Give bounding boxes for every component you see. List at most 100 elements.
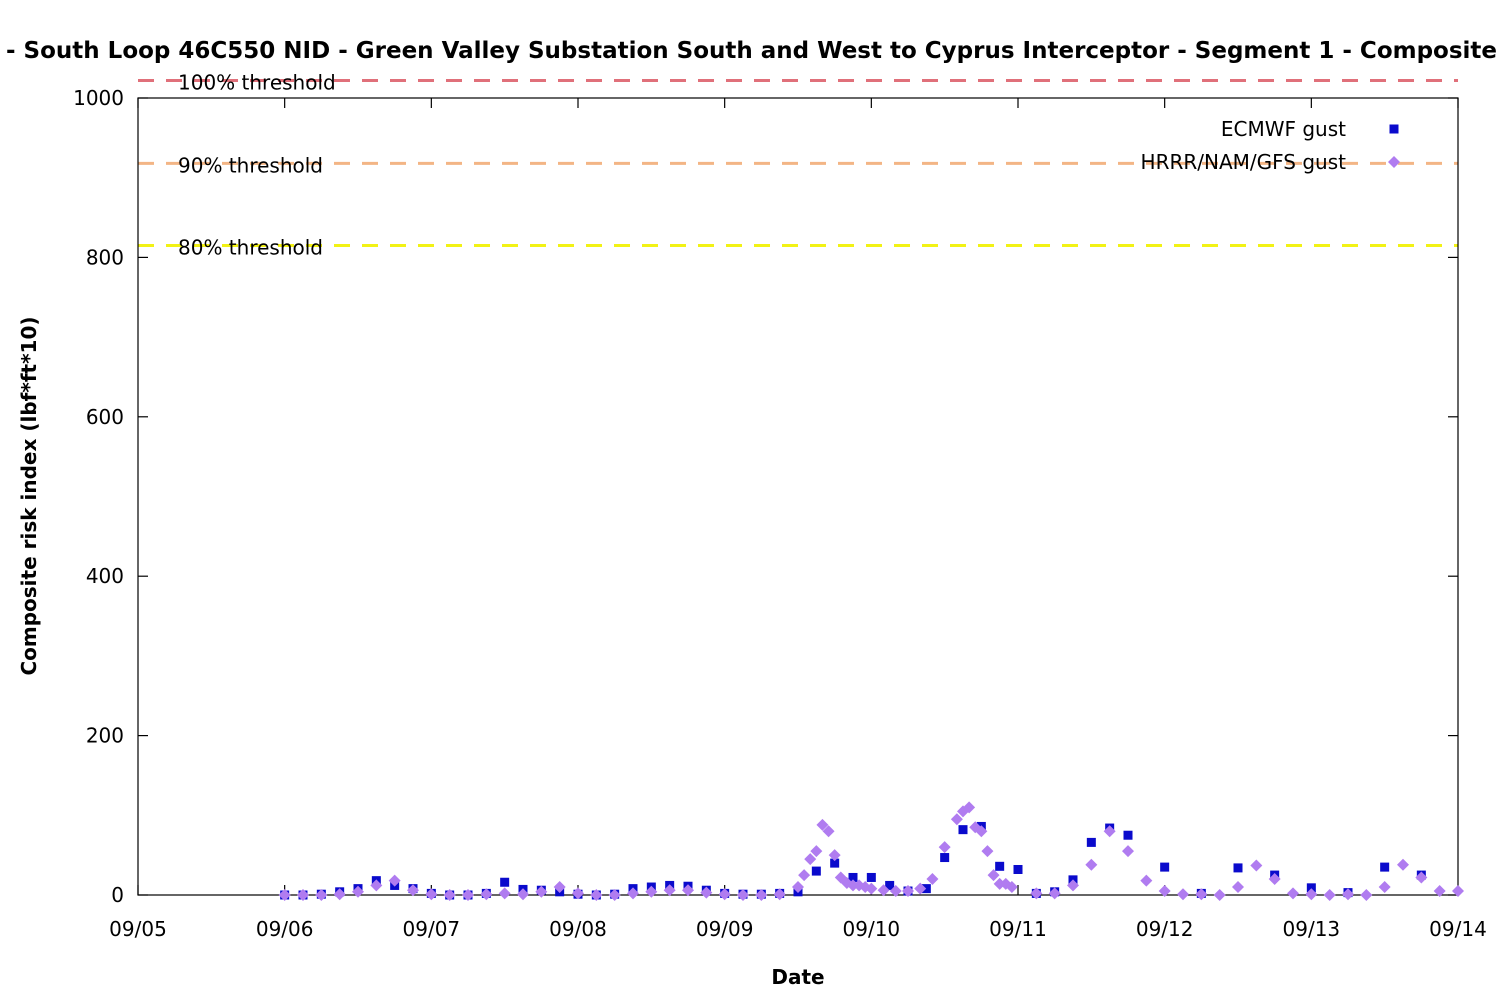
data-point bbox=[1177, 888, 1189, 901]
threshold-label: 100% threshold bbox=[178, 70, 336, 94]
legend-label: HRRR/NAM/GFS gust bbox=[1141, 150, 1347, 174]
data-point bbox=[608, 889, 621, 901]
data-point bbox=[1250, 859, 1263, 872]
data-point bbox=[480, 888, 493, 901]
data-point bbox=[1103, 825, 1116, 838]
threshold-layer: 100% threshold 90% threshold 80% threshold bbox=[138, 70, 1458, 259]
data-point bbox=[1415, 871, 1428, 884]
data-point bbox=[1086, 837, 1096, 847]
data-point bbox=[1160, 862, 1170, 872]
data-point bbox=[1305, 888, 1318, 901]
x-tick-label: 09/07 bbox=[403, 917, 461, 941]
x-tick-label: 09/13 bbox=[1283, 917, 1341, 941]
x-axis-label: Date bbox=[771, 965, 824, 989]
data-point bbox=[278, 889, 291, 901]
data-point bbox=[792, 881, 804, 894]
data-point bbox=[885, 880, 895, 890]
legend: ECMWF gust HRRR/NAM/GFS gust bbox=[1141, 117, 1400, 174]
data-point bbox=[370, 879, 383, 892]
x-tick-label: 09/14 bbox=[1429, 917, 1487, 941]
y-tick-label: 800 bbox=[86, 245, 124, 269]
data-point bbox=[1048, 887, 1061, 900]
data-point bbox=[963, 801, 976, 814]
data-point bbox=[425, 888, 438, 901]
data-point bbox=[352, 885, 364, 898]
x-tick-label: 09/05 bbox=[109, 917, 167, 941]
x-tick-label: 09/08 bbox=[549, 917, 607, 941]
data-point bbox=[1268, 873, 1281, 886]
data-point bbox=[902, 885, 914, 898]
data-point bbox=[1005, 881, 1018, 894]
data-point bbox=[816, 818, 829, 831]
data-point bbox=[1378, 881, 1391, 894]
data-point bbox=[865, 882, 878, 895]
data-point bbox=[1067, 879, 1079, 892]
x-tick-label: 09/09 bbox=[696, 917, 754, 941]
data-point bbox=[297, 889, 309, 901]
x-tick-label: 09/10 bbox=[843, 917, 901, 941]
data-point bbox=[682, 884, 694, 897]
data-point bbox=[938, 841, 951, 854]
data-point bbox=[1195, 888, 1208, 901]
data-point bbox=[1397, 858, 1409, 871]
y-tick-label: 200 bbox=[86, 724, 124, 748]
data-point bbox=[645, 885, 658, 898]
y-tick-label: 400 bbox=[86, 564, 124, 588]
data-point bbox=[737, 889, 749, 901]
y-axis-label: Composite risk index (lbf*ft*10) bbox=[17, 316, 41, 675]
data-point bbox=[1158, 885, 1171, 898]
data-point bbox=[921, 884, 931, 894]
y-tick-label: 600 bbox=[86, 405, 124, 429]
data-point bbox=[940, 853, 950, 863]
legend-label: ECMWF gust bbox=[1221, 117, 1346, 141]
data-point bbox=[590, 889, 603, 901]
data-point bbox=[995, 861, 1005, 871]
data-point bbox=[1323, 889, 1336, 901]
data-point bbox=[798, 869, 811, 882]
threshold-label: 90% threshold bbox=[178, 153, 323, 177]
data-point bbox=[1360, 889, 1373, 901]
data-point bbox=[847, 879, 859, 892]
data-point bbox=[627, 887, 639, 900]
data-point bbox=[572, 887, 584, 900]
data-point bbox=[1232, 881, 1244, 894]
data-point bbox=[958, 825, 968, 835]
data-point bbox=[828, 849, 841, 862]
data-point bbox=[1030, 887, 1043, 900]
data-point bbox=[1287, 887, 1299, 900]
data-point bbox=[926, 873, 939, 886]
data-point bbox=[535, 885, 548, 898]
data-point bbox=[830, 858, 840, 868]
data-point bbox=[333, 888, 346, 901]
data-point bbox=[889, 885, 902, 898]
y-tick-label: 1000 bbox=[73, 86, 124, 110]
data-point bbox=[950, 813, 963, 826]
data-point bbox=[1342, 888, 1354, 901]
data-point bbox=[663, 884, 676, 897]
data-point bbox=[981, 845, 994, 858]
data-point bbox=[1085, 858, 1098, 871]
data-point bbox=[1213, 889, 1226, 901]
x-tick-label: 09/11 bbox=[989, 917, 1047, 941]
data-point bbox=[500, 877, 510, 887]
data-point bbox=[755, 889, 768, 901]
data-point bbox=[822, 825, 835, 838]
data-point bbox=[462, 889, 474, 901]
data-point bbox=[810, 845, 823, 858]
data-point bbox=[407, 884, 419, 897]
data-point bbox=[700, 886, 713, 899]
series-hrrr bbox=[278, 801, 1464, 901]
data-point bbox=[1452, 885, 1464, 898]
data-point bbox=[773, 888, 786, 901]
x-tick-label: 09/06 bbox=[256, 917, 314, 941]
data-point bbox=[1433, 885, 1446, 898]
data-point bbox=[1233, 863, 1243, 873]
x-axis: 09/05 09/06 09/07 09/08 09/09 09/10 09/11 09/12… bbox=[109, 98, 1487, 941]
data-layer bbox=[278, 801, 1464, 901]
data-point bbox=[866, 872, 876, 882]
chart-title: - South Loop 46C550 NID - Green Valley S… bbox=[6, 38, 1500, 64]
threshold-label: 80% threshold bbox=[178, 235, 323, 259]
x-tick-label: 09/12 bbox=[1136, 917, 1194, 941]
